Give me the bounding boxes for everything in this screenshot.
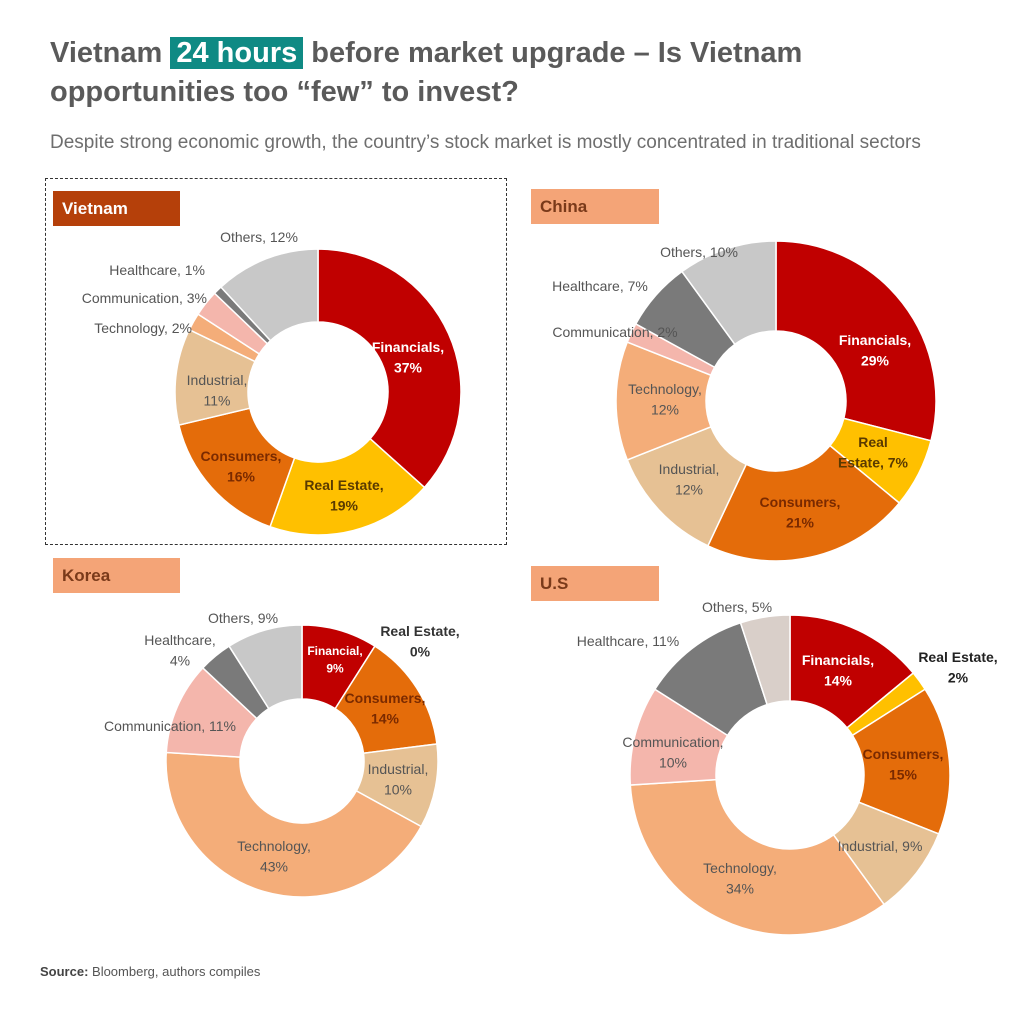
- china-label-technology: Technology, 12%: [628, 381, 702, 417]
- u-s-slice-technology: [629, 778, 886, 936]
- u-s-slice-others: [739, 614, 791, 706]
- u-s-label-consumers: Consumers, 15%: [863, 746, 944, 782]
- korea-label-others: Others, 9%: [208, 610, 278, 626]
- vietnam-label-real-estate: Real Estate, 19%: [304, 477, 383, 513]
- source-note: Source: Bloomberg, authors compiles: [40, 964, 260, 979]
- country-label-korea: Korea: [53, 558, 180, 593]
- vietnam-label-consumers: Consumers, 16%: [201, 448, 282, 484]
- vietnam-slice-real-estate: [269, 437, 426, 536]
- korea-label-industrial: Industrial, 10%: [368, 761, 429, 797]
- vietnam-slice-others: [219, 248, 319, 342]
- vietnam-label-others: Others, 12%: [220, 229, 298, 245]
- vietnam-label-industrial: Industrial, 11%: [187, 372, 248, 408]
- u-s-label-technology: Technology, 34%: [703, 860, 777, 896]
- vietnam-slice-financials: [317, 248, 462, 489]
- source-text: Bloomberg, authors compiles: [88, 964, 261, 979]
- title-highlight: 24 hours: [170, 37, 304, 69]
- korea-label-healthcare: Healthcare, 4%: [144, 632, 216, 668]
- china-label-industrial: Industrial, 12%: [659, 461, 720, 497]
- china-slice-financials: [775, 240, 937, 442]
- korea-label-real-estate: Real Estate, 0%: [380, 623, 459, 659]
- title-suffix: before market upgrade – Is Vietnam oppor…: [50, 37, 803, 108]
- vietnam-label-healthcare: Healthcare, 1%: [109, 262, 205, 278]
- vietnam-highlight-frame: [45, 178, 507, 545]
- korea-label-consumers: Consumers, 14%: [345, 690, 426, 726]
- country-label-vietnam: Vietnam: [53, 191, 180, 226]
- page-title: Vietnam 24 hours before market upgrade –…: [50, 34, 990, 112]
- u-s-label-financials: Financials, 14%: [802, 652, 874, 688]
- vietnam-label-financials: Financials, 37%: [372, 339, 444, 375]
- title-prefix: Vietnam: [50, 37, 171, 69]
- source-label: Source:: [40, 964, 89, 979]
- china-slice-consumers: [706, 444, 901, 562]
- china-label-others: Others, 10%: [660, 244, 738, 260]
- u-s-label-healthcare: Healthcare, 11%: [577, 633, 679, 649]
- korea-label-communication: Communication, 11%: [104, 718, 236, 734]
- korea-label-technology: Technology, 43%: [237, 838, 311, 874]
- china-label-real-estate: Real Estate, 7%: [838, 434, 909, 470]
- vietnam-slice-consumers: [177, 407, 296, 528]
- country-label-us: U.S: [531, 566, 659, 601]
- china-label-consumers: Consumers, 21%: [760, 494, 841, 530]
- korea-label-financial: Financial, 9%: [307, 644, 362, 675]
- country-label-china: China: [531, 189, 659, 224]
- china-slice-others: [680, 240, 777, 346]
- page-subtitle: Despite strong economic growth, the coun…: [50, 132, 921, 153]
- china-label-communication: Communication, 2%: [552, 324, 677, 340]
- korea-slice-technology: [165, 751, 423, 898]
- u-s-label-real-estate: Real Estate, 2%: [918, 649, 997, 685]
- u-s-label-communication: Communication, 10%: [622, 734, 723, 770]
- u-s-label-industrial: Industrial, 9%: [838, 838, 923, 854]
- vietnam-label-technology: Technology, 2%: [94, 320, 192, 336]
- u-s-slice-consumers: [851, 688, 951, 835]
- u-s-label-others: Others, 5%: [702, 599, 772, 615]
- china-label-healthcare: Healthcare, 7%: [552, 278, 648, 294]
- vietnam-label-communication: Communication, 3%: [82, 290, 207, 306]
- korea-slice-others: [228, 624, 303, 710]
- china-label-financials: Financials, 29%: [839, 332, 911, 368]
